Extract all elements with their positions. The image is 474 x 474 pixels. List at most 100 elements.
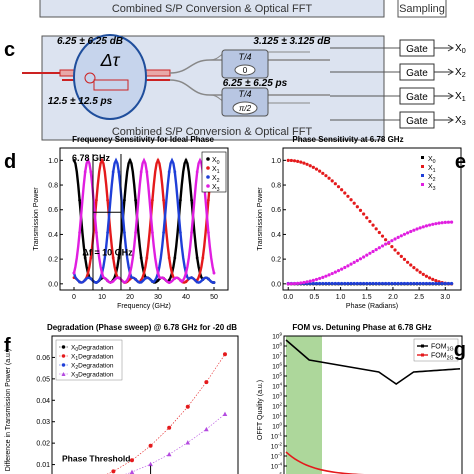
y-tick-label: 1.0 — [271, 158, 281, 165]
data-point-x3 — [443, 220, 447, 224]
data-point-x2 — [355, 281, 359, 286]
y-tick-label: 108 — [272, 342, 282, 351]
data-point-x2 — [134, 277, 138, 281]
chart-f-title: Degradation (Phase sweep) @ 6.78 GHz for… — [47, 323, 237, 332]
y-tick-label: 10-2 — [271, 442, 283, 451]
data-point-x3 — [145, 170, 149, 174]
data-point-x1 — [421, 272, 425, 276]
data-point-x3 — [134, 231, 138, 234]
data-point-x2 — [343, 281, 347, 286]
data-point-x2 — [446, 281, 451, 286]
data-point-x0 — [190, 198, 194, 202]
data-point-x2 — [201, 278, 205, 281]
data-point-x3 — [179, 278, 182, 282]
panel-d-letter: d — [4, 151, 16, 173]
data-point-x2 — [371, 281, 375, 286]
data-point-x1 — [352, 201, 356, 205]
data-point-x3 — [437, 221, 441, 225]
data-point-x2 — [190, 276, 194, 280]
top-sampling-label: Sampling — [399, 3, 445, 15]
panel-g-letter: g — [454, 339, 466, 361]
annotation-phase-threshold: Phase Threshold — [62, 453, 131, 463]
data-point-x1 — [434, 279, 438, 283]
x-tick-label: 2.5 — [414, 294, 424, 301]
legend-marker — [61, 345, 66, 349]
data-point-x3 — [72, 271, 76, 275]
y-tick-label: 0.03 — [36, 419, 50, 426]
data-point-x1 — [89, 256, 93, 260]
data-point-x2 — [424, 281, 429, 286]
data-point-x1 — [156, 158, 160, 162]
data-point-x0 — [78, 198, 81, 202]
series-line-x3 — [72, 157, 216, 284]
data-point-x3 — [434, 222, 438, 226]
output-label: X3 — [455, 115, 466, 127]
data-point-x1 — [412, 266, 416, 270]
gates: Gate X0 Gate X2 Gate X1 Gate X3 — [399, 39, 466, 129]
data-point-x3 — [299, 281, 303, 285]
data-point-x3 — [427, 223, 432, 227]
data-point-x2 — [390, 281, 394, 286]
panel-e-letter: e — [455, 151, 466, 173]
data-point-x1 — [355, 205, 359, 209]
data-point-x2 — [89, 277, 93, 281]
data-point-x0 — [134, 198, 138, 202]
data-point-x3 — [349, 262, 353, 266]
data-point-x2 — [377, 281, 381, 286]
data-point-x3 — [387, 240, 391, 244]
x-tick-label: 10 — [98, 294, 106, 301]
data-point-x3 — [128, 271, 132, 275]
phase-shifter-top — [221, 49, 269, 79]
y-tick-label: 0.05 — [36, 376, 50, 383]
data-point-x3 — [111, 279, 115, 283]
data-point-x0 — [128, 158, 132, 162]
data-point-x3 — [449, 220, 454, 224]
data-point-x1 — [311, 165, 315, 169]
data-point-x1 — [333, 182, 337, 186]
y-tick-label: 0.8 — [271, 183, 281, 190]
x-tick-label: 50 — [210, 294, 218, 301]
legend-marker — [61, 363, 66, 367]
y-tick-label: 109 — [272, 332, 282, 341]
data-point-x3 — [374, 247, 378, 252]
chart-e-ylabel: Transmission Power — [257, 187, 264, 251]
data-point-x3 — [390, 239, 394, 243]
data-point-x1 — [402, 257, 407, 262]
data-point-x1 — [396, 251, 400, 255]
data-point-x3 — [352, 260, 356, 264]
data-point-x1 — [346, 194, 350, 198]
phase-0-label: 0 — [243, 66, 248, 75]
data-point-x2 — [434, 281, 438, 286]
data-point-x3 — [123, 281, 126, 284]
legend-label: X3 — [428, 183, 436, 192]
series-line-fom-2g — [285, 451, 365, 474]
legend-label: X0 — [212, 157, 220, 166]
legend-label: X3Degradation — [71, 372, 114, 381]
data-point-x1 — [399, 254, 403, 258]
data-point-x1 — [368, 219, 372, 224]
chart-d-xlabel: Frequency (GHz) — [117, 303, 171, 310]
data-point-x1 — [145, 256, 149, 260]
data-point-x2 — [449, 281, 454, 286]
y-tick-label: 0.6 — [48, 207, 58, 214]
x-tick-label: 1.5 — [362, 294, 372, 301]
output-label: X1 — [455, 91, 466, 103]
data-point-x3 — [212, 271, 216, 275]
data-point-x2 — [139, 280, 143, 284]
legend-marker — [206, 166, 210, 170]
data-point-x1 — [340, 188, 344, 192]
y-tick-label: 0.4 — [48, 232, 58, 239]
y-tick-label: 1.0 — [48, 158, 58, 165]
data-point — [222, 352, 227, 357]
data-point — [222, 411, 228, 416]
data-point-x2 — [358, 281, 363, 286]
x-tick-label: 1.0 — [336, 294, 346, 301]
arrow-icon — [447, 68, 454, 76]
data-point-x3 — [418, 226, 422, 230]
data-point-x3 — [446, 220, 451, 224]
y-tick-label: 0.2 — [271, 257, 281, 264]
data-point-x2 — [384, 281, 388, 286]
x-tick-label: 0 — [72, 294, 76, 301]
y-tick-label: 103 — [272, 392, 282, 401]
y-tick-label: 0.04 — [36, 398, 50, 405]
